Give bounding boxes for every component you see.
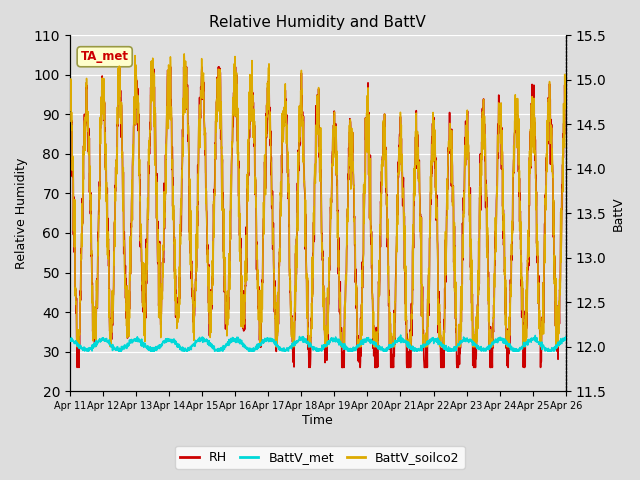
Bar	[70, 75, 566, 391]
Title: Relative Humidity and BattV: Relative Humidity and BattV	[209, 15, 426, 30]
Text: TA_met: TA_met	[81, 50, 129, 63]
X-axis label: Time: Time	[303, 414, 333, 427]
Legend: RH, BattV_met, BattV_soilco2: RH, BattV_met, BattV_soilco2	[175, 446, 465, 469]
Y-axis label: BattV: BattV	[612, 196, 625, 230]
Y-axis label: Relative Humidity: Relative Humidity	[15, 157, 28, 269]
